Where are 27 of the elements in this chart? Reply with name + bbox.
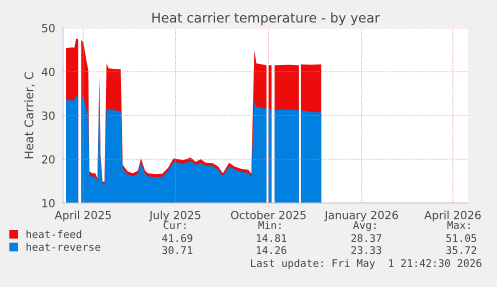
chart-title: Heat carrier temperature - by year bbox=[152, 12, 380, 26]
text: 14.26 bbox=[256, 246, 286, 254]
text: 35.72 bbox=[446, 246, 476, 254]
x-tick-label: January 2026 bbox=[324, 210, 398, 222]
text: Avg: bbox=[353, 221, 376, 232]
x-tick-label: April 2026 bbox=[424, 210, 481, 222]
x-tick-label: October 2025 bbox=[231, 210, 306, 220]
text: 30.71 bbox=[162, 246, 192, 254]
y-tick-label: 50 bbox=[42, 24, 55, 32]
text: Cur: bbox=[164, 221, 186, 230]
text: Min: bbox=[258, 220, 281, 229]
y-tick-label: 40 bbox=[42, 68, 55, 76]
y-axis-title: Heat Carrier, C bbox=[24, 72, 35, 158]
x-tick-label: April 2025 bbox=[54, 210, 111, 222]
y-tick-label: 20 bbox=[42, 155, 55, 164]
text: Last update: Fri May 1 21:42:30 2026 bbox=[251, 258, 482, 270]
text: 28.37 bbox=[351, 234, 382, 242]
text: 51.05 bbox=[446, 234, 476, 242]
text: 23.33 bbox=[351, 246, 382, 254]
y-tick-label: 30 bbox=[42, 111, 55, 120]
y-tick-label: 10 bbox=[42, 198, 55, 208]
x-tick-label: July 2025 bbox=[148, 210, 200, 222]
legend-label: heat-feed bbox=[26, 230, 82, 238]
text: 14.81 bbox=[256, 234, 286, 242]
legend-label: heat-reverse bbox=[26, 242, 100, 251]
text: 41.69 bbox=[162, 234, 192, 242]
text: Max: bbox=[447, 221, 470, 230]
